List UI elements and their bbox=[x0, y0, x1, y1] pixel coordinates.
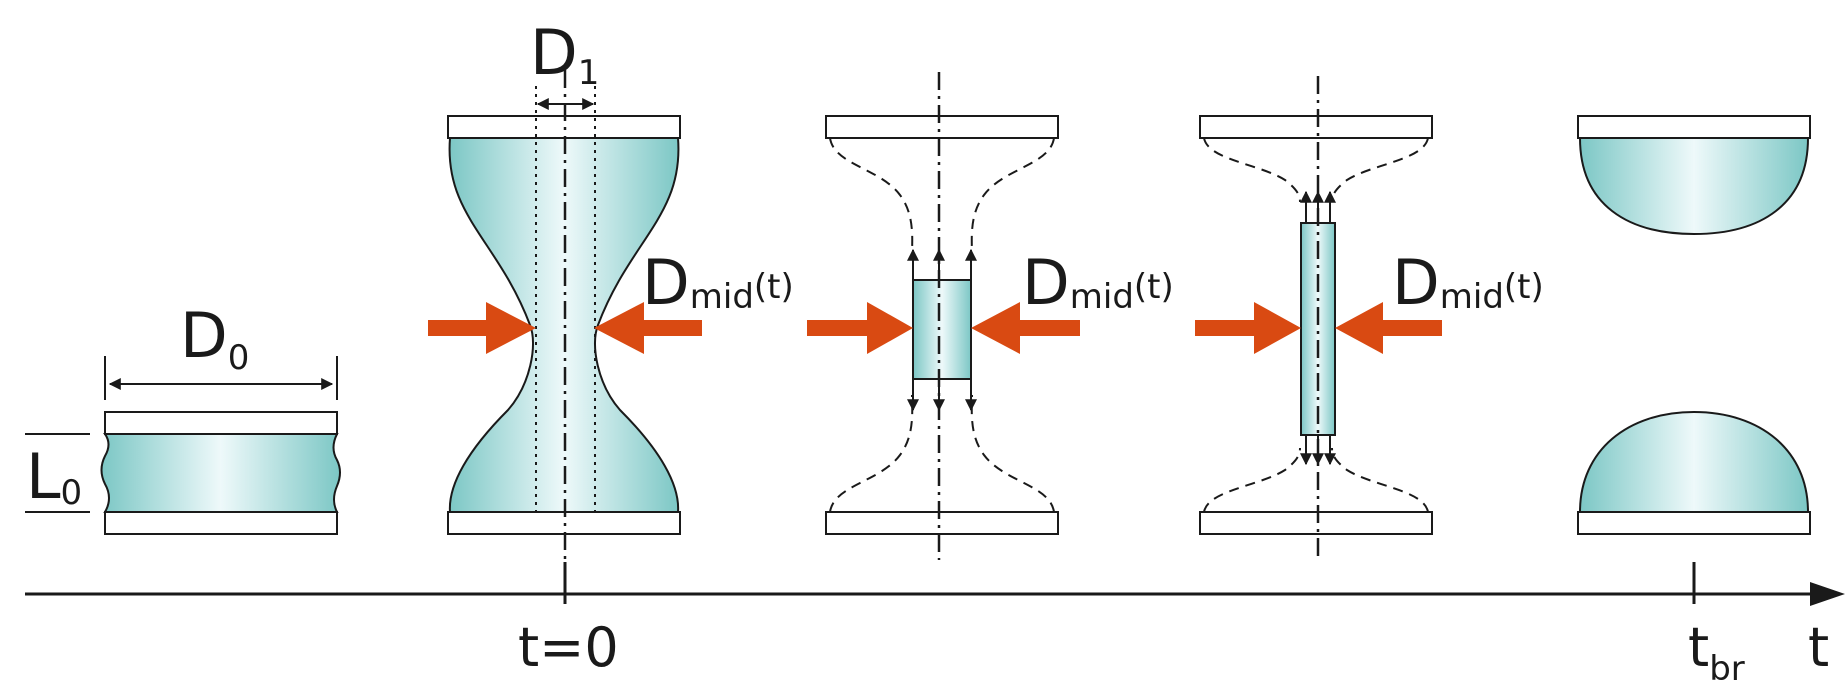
d1-label: D1 bbox=[530, 16, 599, 93]
top-plate bbox=[1577, 115, 1811, 139]
fluid-column bbox=[100, 433, 341, 513]
stage-breakup bbox=[1577, 115, 1811, 535]
dmid-label: Dmid(t) bbox=[1392, 246, 1544, 319]
stage-thin-filament: Dmid(t) bbox=[1195, 76, 1544, 562]
time-axis-arrowhead bbox=[1810, 582, 1845, 606]
time-axis: t=0 tbr t bbox=[25, 562, 1845, 686]
lower-droplet bbox=[1578, 410, 1810, 513]
bottom-plate bbox=[1199, 511, 1433, 535]
top-plate bbox=[104, 411, 338, 435]
t0-label: t=0 bbox=[518, 616, 619, 679]
force-arrow-left bbox=[807, 302, 913, 354]
stage-stretched-t0: D1 Dmid(t) bbox=[428, 16, 794, 600]
bottom-plate bbox=[825, 511, 1059, 535]
d0-label: D0 bbox=[180, 299, 249, 378]
l0-label: L0 bbox=[26, 440, 82, 513]
force-arrow-right bbox=[1335, 302, 1442, 354]
dmid-label: Dmid(t) bbox=[1022, 246, 1174, 319]
previous-profile-upper bbox=[829, 137, 1055, 256]
force-arrow-left bbox=[428, 302, 536, 354]
bottom-plate bbox=[104, 511, 338, 535]
dmid-label: Dmid(t) bbox=[642, 246, 794, 319]
bottom-plate bbox=[1577, 511, 1811, 535]
time-axis-label: t bbox=[1808, 616, 1829, 679]
tbr-label: tbr bbox=[1688, 616, 1745, 686]
force-arrow-right bbox=[971, 302, 1080, 354]
top-plate bbox=[1199, 115, 1433, 139]
force-arrow-left bbox=[1195, 302, 1301, 354]
stage-thinning-filament: Dmid(t) bbox=[807, 72, 1174, 560]
fluid-filament bbox=[912, 279, 972, 380]
force-arrow-right bbox=[594, 302, 702, 354]
previous-profile-upper bbox=[1203, 137, 1429, 203]
previous-profile-lower bbox=[1203, 447, 1429, 513]
top-plate bbox=[825, 115, 1059, 139]
upper-droplet bbox=[1578, 137, 1810, 236]
previous-profile-lower bbox=[829, 394, 1055, 513]
stage-initial-sample: D0 L0 bbox=[25, 299, 341, 535]
